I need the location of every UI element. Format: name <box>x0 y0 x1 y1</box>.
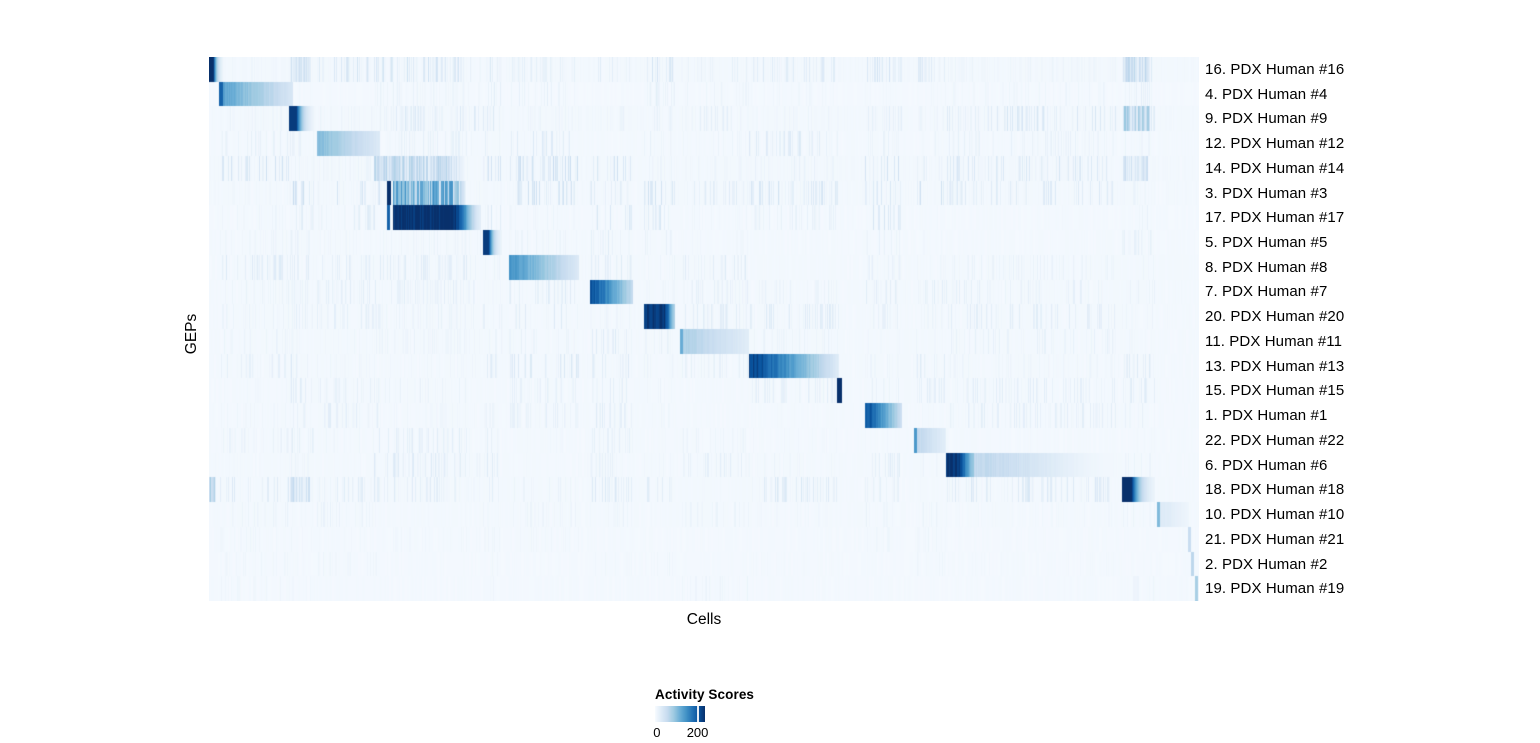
row-label: 18. PDX Human #18 <box>1205 481 1345 499</box>
row-label: 13. PDX Human #13 <box>1205 357 1345 375</box>
legend-colorbar <box>655 706 705 722</box>
row-label: 8. PDX Human #8 <box>1205 258 1328 276</box>
legend-tick-labels: 0 200 <box>653 725 708 740</box>
heatmap-plot <box>209 57 1199 601</box>
row-label: 22. PDX Human #22 <box>1205 431 1345 449</box>
y-axis-label: GEPs <box>183 313 200 355</box>
row-label: 19. PDX Human #19 <box>1205 580 1345 598</box>
row-label: 9. PDX Human #9 <box>1205 110 1328 128</box>
row-label: 14. PDX Human #14 <box>1205 159 1345 177</box>
row-label: 11. PDX Human #11 <box>1205 332 1343 350</box>
row-label: 5. PDX Human #5 <box>1205 234 1328 251</box>
row-label: 4. PDX Human #4 <box>1205 85 1328 103</box>
row-label: 21. PDX Human #21 <box>1205 530 1345 548</box>
row-label: 3. PDX Human #3 <box>1205 184 1328 202</box>
row-label: 6. PDX Human #6 <box>1205 456 1328 474</box>
legend-title: Activity Scores <box>655 687 755 702</box>
legend-tick-0: 0 <box>653 725 661 740</box>
legend-tick-mark <box>696 706 699 722</box>
row-label-column: 16. PDX Human #16 4. PDX Human #4 9. PDX H… <box>1205 57 1405 601</box>
row-label: 7. PDX Human #7 <box>1205 283 1328 301</box>
row-label: 15. PDX Human #15 <box>1205 382 1345 400</box>
x-axis-label: Cells <box>686 611 722 628</box>
row-label: 17. PDX Human #17 <box>1205 209 1345 227</box>
colorbar-legend: Activity Scores 0 200 <box>653 687 775 740</box>
row-label: 12. PDX Human #12 <box>1205 135 1345 153</box>
row-label: 20. PDX Human #20 <box>1205 308 1345 326</box>
row-label: 1. PDX Human #1 <box>1205 407 1328 425</box>
row-label: 16. PDX Human #16 <box>1205 60 1345 78</box>
row-label: 10. PDX Human #10 <box>1205 506 1345 524</box>
legend-tick-200: 200 <box>686 725 709 740</box>
row-label: 2. PDX Human #2 <box>1205 555 1328 573</box>
